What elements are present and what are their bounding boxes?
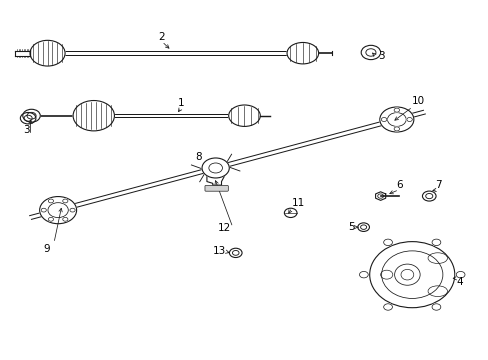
Circle shape bbox=[455, 271, 464, 278]
Circle shape bbox=[393, 108, 399, 112]
Text: 3: 3 bbox=[23, 125, 30, 135]
Circle shape bbox=[40, 197, 77, 224]
Ellipse shape bbox=[286, 42, 318, 64]
Circle shape bbox=[379, 107, 413, 132]
Text: 6: 6 bbox=[395, 180, 402, 190]
Circle shape bbox=[48, 217, 53, 221]
Text: 8: 8 bbox=[195, 152, 201, 162]
Circle shape bbox=[383, 304, 392, 310]
Circle shape bbox=[202, 158, 229, 178]
Text: 5: 5 bbox=[347, 222, 354, 232]
Circle shape bbox=[431, 304, 440, 310]
Circle shape bbox=[284, 208, 296, 217]
Circle shape bbox=[70, 208, 75, 212]
Circle shape bbox=[431, 239, 440, 246]
Circle shape bbox=[357, 223, 369, 231]
Circle shape bbox=[229, 248, 242, 257]
Circle shape bbox=[422, 191, 435, 201]
Text: 12: 12 bbox=[217, 223, 230, 233]
Ellipse shape bbox=[369, 242, 454, 308]
Text: 11: 11 bbox=[291, 198, 304, 208]
Circle shape bbox=[359, 271, 367, 278]
Text: 1: 1 bbox=[178, 98, 184, 108]
Circle shape bbox=[41, 208, 46, 212]
Circle shape bbox=[23, 109, 40, 122]
Circle shape bbox=[48, 199, 53, 203]
Text: 9: 9 bbox=[43, 244, 50, 253]
Circle shape bbox=[406, 117, 411, 122]
Circle shape bbox=[383, 239, 392, 246]
Circle shape bbox=[361, 45, 380, 60]
Circle shape bbox=[62, 199, 68, 203]
FancyBboxPatch shape bbox=[204, 185, 228, 191]
Text: 10: 10 bbox=[411, 96, 424, 107]
Text: 7: 7 bbox=[434, 180, 441, 190]
Text: 13: 13 bbox=[212, 247, 225, 256]
Circle shape bbox=[62, 217, 68, 221]
Text: 2: 2 bbox=[158, 32, 165, 42]
Circle shape bbox=[20, 112, 36, 124]
Ellipse shape bbox=[394, 264, 419, 285]
Circle shape bbox=[393, 127, 399, 131]
Ellipse shape bbox=[73, 100, 114, 131]
Text: 4: 4 bbox=[455, 277, 462, 287]
Circle shape bbox=[381, 117, 386, 122]
Ellipse shape bbox=[30, 40, 65, 66]
Ellipse shape bbox=[228, 105, 260, 126]
Text: 3: 3 bbox=[378, 51, 384, 61]
Polygon shape bbox=[375, 192, 385, 201]
